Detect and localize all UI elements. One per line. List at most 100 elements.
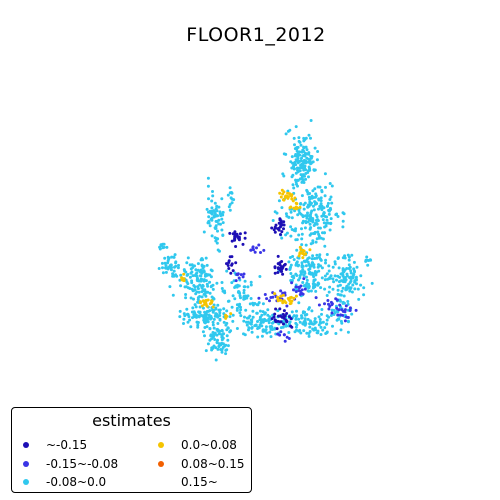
scatter-point <box>263 317 266 321</box>
scatter-point <box>214 307 218 311</box>
scatter-point <box>189 296 193 300</box>
scatter-point <box>215 314 219 318</box>
scatter-point <box>294 263 298 267</box>
scatter-point <box>162 242 166 246</box>
scatter-point <box>298 150 302 154</box>
scatter-point <box>212 317 216 321</box>
scatter-point <box>333 274 337 278</box>
scatter-point <box>357 297 361 301</box>
scatter-point <box>249 318 253 322</box>
scatter-point <box>211 323 215 327</box>
scatter-point <box>281 293 285 297</box>
scatter-point <box>308 325 312 329</box>
scatter-point <box>289 317 293 321</box>
scatter-point <box>198 295 202 298</box>
scatter-point <box>320 214 324 218</box>
scatter-point <box>230 201 234 205</box>
scatter-point <box>319 196 323 200</box>
scatter-point <box>255 246 258 250</box>
scatter-point <box>338 303 342 307</box>
scatter-point <box>193 285 197 289</box>
scatter-point <box>316 230 320 234</box>
scatter-point <box>321 231 324 235</box>
scatter-point <box>200 304 204 308</box>
scatter-point <box>222 307 226 311</box>
scatter-point <box>313 146 317 150</box>
scatter-point <box>284 267 288 271</box>
scatter-point <box>297 278 300 282</box>
scatter-point <box>320 189 324 192</box>
scatter-point <box>335 212 339 216</box>
scatter-point <box>186 282 190 286</box>
scatter-point <box>221 233 225 237</box>
scatter-point <box>290 281 294 285</box>
scatter-point <box>215 204 219 208</box>
scatter-point <box>328 304 332 308</box>
scatter-point <box>301 256 305 260</box>
scatter-point <box>289 234 293 238</box>
scatter-point <box>356 287 360 291</box>
scatter-point <box>276 271 280 274</box>
scatter-point <box>294 146 298 150</box>
scatter-point <box>189 267 193 271</box>
scatter-point <box>256 320 259 323</box>
scatter-point <box>302 145 306 149</box>
scatter-point <box>268 299 271 303</box>
scatter-point <box>202 269 206 273</box>
scatter-point <box>214 239 218 243</box>
scatter-point <box>210 218 214 222</box>
scatter-point <box>249 248 253 252</box>
scatter-point <box>307 306 311 310</box>
scatter-point <box>220 329 224 333</box>
scatter-point <box>233 286 237 289</box>
scatter-point <box>164 270 168 274</box>
scatter-point <box>324 258 328 262</box>
scatter-point <box>228 231 232 235</box>
scatter-point <box>212 333 216 337</box>
scatter-point <box>283 291 287 295</box>
scatter-point <box>308 222 312 226</box>
scatter-point <box>302 139 306 143</box>
scatter-point <box>245 320 248 324</box>
scatter-point <box>239 296 242 300</box>
scatter-point <box>236 283 240 287</box>
scatter-point <box>216 248 220 252</box>
scatter-point <box>230 281 234 285</box>
scatter-point <box>195 271 199 275</box>
scatter-point <box>221 213 225 217</box>
scatter-point <box>204 349 208 353</box>
scatter-point <box>311 189 315 193</box>
scatter-point <box>298 252 302 255</box>
scatter-point <box>311 204 315 208</box>
scatter-point <box>219 343 223 347</box>
scatter-point <box>211 305 215 309</box>
scatter-point <box>203 334 206 338</box>
scatter-point <box>295 248 299 252</box>
scatter-point <box>312 328 316 332</box>
scatter-point <box>205 318 208 322</box>
scatter-point <box>308 233 312 237</box>
scatter-point <box>300 150 304 154</box>
scatter-point <box>323 172 327 176</box>
scatter-point <box>341 286 345 290</box>
scatter-point <box>261 320 265 324</box>
scatter-point <box>209 314 213 318</box>
scatter-point <box>193 303 197 307</box>
scatter-point <box>294 285 298 289</box>
legend-title: estimates <box>92 411 171 430</box>
scatter-point <box>284 212 288 216</box>
scatter-point <box>223 344 227 348</box>
scatter-point <box>178 315 182 319</box>
scatter-point <box>311 160 315 164</box>
scatter-point <box>314 201 317 205</box>
scatter-point <box>292 206 296 210</box>
scatter-point <box>319 325 323 329</box>
scatter-point <box>282 190 286 194</box>
scatter-point <box>288 268 292 271</box>
scatter-point <box>300 243 304 247</box>
legend-swatch <box>23 461 29 467</box>
scatter-point <box>208 224 212 228</box>
scatter-point <box>308 263 312 267</box>
scatter-point <box>349 276 353 280</box>
